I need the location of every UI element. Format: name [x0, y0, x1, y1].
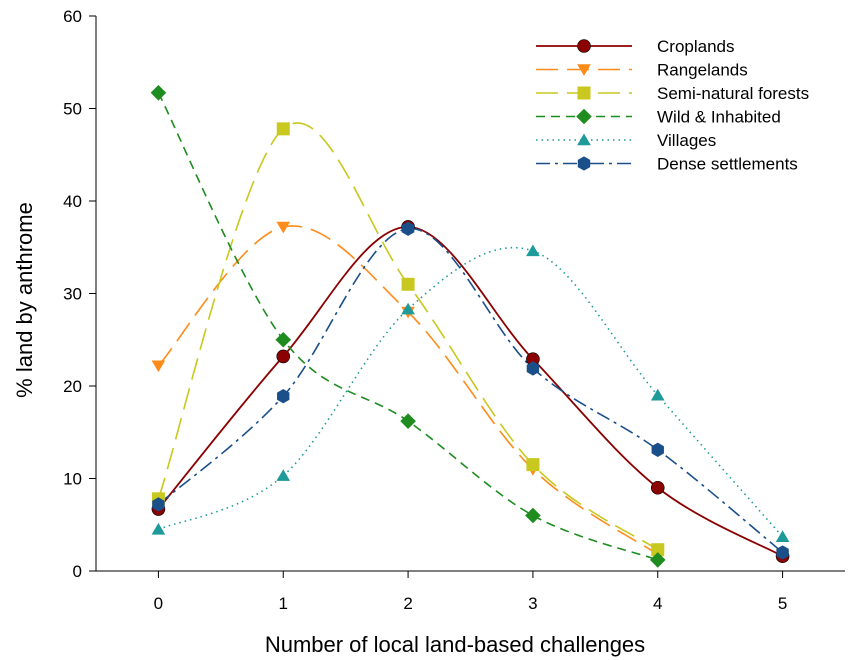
y-tick-label: 20: [63, 377, 82, 396]
data-point-wild-inhabited: [525, 508, 541, 524]
series-line-semi-natural-forests: [158, 123, 657, 550]
series-markers-semi-natural-forests: [152, 122, 664, 556]
legend-item-semi-natural-forests: Semi-natural forests: [536, 84, 809, 103]
series-line-rangelands: [158, 226, 657, 554]
series-markers-rangelands: [152, 222, 665, 561]
legend-item-wild-inhabited: Wild & Inhabited: [536, 108, 781, 127]
data-point-semi-natural-forests: [402, 278, 415, 291]
data-point-rangelands: [152, 360, 166, 372]
x-tick-label: 1: [279, 594, 288, 613]
legend-label: Wild & Inhabited: [657, 108, 781, 127]
legend-item-villages: Villages: [536, 131, 716, 150]
legend-swatch-marker: [576, 109, 592, 125]
y-tick-label: 10: [63, 470, 82, 489]
legend-label: Croplands: [657, 37, 735, 56]
data-point-croplands: [277, 350, 290, 363]
x-tick-label: 0: [154, 594, 163, 613]
data-point-semi-natural-forests: [277, 122, 290, 135]
legend-swatch-marker: [578, 40, 591, 53]
x-axis-title: Number of local land-based challenges: [265, 632, 645, 657]
data-point-dense-settlements: [652, 443, 664, 457]
x-tick-label: 2: [403, 594, 412, 613]
legend: Croplands Rangelands Semi-natural forests W…: [536, 37, 809, 174]
y-tick-label: 0: [73, 562, 82, 581]
x-tick-label: 5: [778, 594, 787, 613]
series-markers-villages: [152, 244, 790, 542]
data-point-semi-natural-forests: [526, 458, 539, 471]
legend-swatch-marker: [577, 134, 591, 146]
x-tick-label: 3: [528, 594, 537, 613]
data-point-wild-inhabited: [151, 85, 167, 101]
legend-item-croplands: Croplands: [536, 37, 735, 56]
data-point-wild-inhabited: [275, 332, 291, 348]
legend-item-dense-settlements: Dense settlements: [536, 155, 798, 174]
legend-label: Villages: [657, 131, 716, 150]
data-point-rangelands: [276, 222, 290, 234]
y-axis-title: % land by anthrome: [12, 202, 37, 398]
data-point-villages: [651, 389, 665, 401]
legend-swatch-marker: [578, 156, 590, 170]
legend-label: Dense settlements: [657, 155, 798, 174]
data-point-croplands: [651, 481, 664, 494]
legend-swatch-marker: [578, 87, 591, 100]
data-point-wild-inhabited: [400, 413, 416, 429]
y-tick-label: 50: [63, 100, 82, 119]
data-point-villages: [152, 523, 166, 535]
series-markers-wild-inhabited: [151, 85, 666, 568]
legend-label: Rangelands: [657, 61, 748, 80]
y-tick-label: 60: [63, 7, 82, 26]
legend-label: Semi-natural forests: [657, 84, 809, 103]
y-tick-label: 40: [63, 192, 82, 211]
x-tick-label: 4: [653, 594, 662, 613]
legend-item-rangelands: Rangelands: [536, 61, 748, 80]
y-tick-label: 30: [63, 285, 82, 304]
